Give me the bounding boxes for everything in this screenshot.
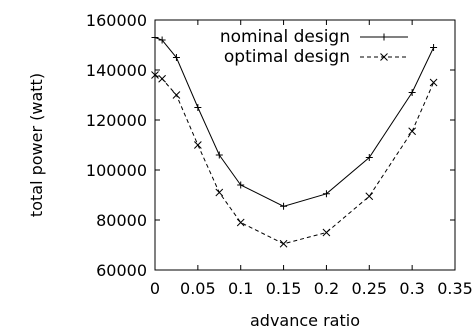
- data-point-marker-b: [279, 239, 288, 248]
- data-point-marker-b: [215, 188, 224, 197]
- x-axis-label: advance ratio: [250, 311, 360, 330]
- data-point-marker-b: [322, 228, 331, 237]
- x-tick-label: 0.25: [351, 279, 387, 298]
- y-tick-label: 100000: [86, 161, 147, 180]
- y-tick-label: 60000: [96, 261, 147, 280]
- data-point: [151, 71, 159, 79]
- data-point: [430, 44, 438, 51]
- data-point-marker-b: [236, 218, 245, 227]
- x-tick-label: 0.35: [437, 279, 473, 298]
- data-point-marker-b: [429, 78, 438, 87]
- data-point: [279, 239, 288, 248]
- legend-label-optimal-design: optimal design: [224, 47, 350, 67]
- data-point-marker-b: [172, 91, 181, 99]
- y-tick-label: 140000: [86, 61, 147, 80]
- data-point: [322, 190, 330, 198]
- series-points-nominal-design: [151, 34, 438, 210]
- legend-marker-optimal-design-b: [380, 53, 388, 61]
- data-point-marker-b: [194, 141, 202, 149]
- x-tick-label: 0.1: [228, 279, 253, 298]
- data-point: [215, 188, 224, 197]
- data-point: [408, 89, 416, 96]
- x-tick-label: 0: [150, 279, 160, 298]
- data-point: [215, 151, 223, 159]
- x-tick-label: 0.2: [314, 279, 339, 298]
- data-point: [280, 202, 288, 210]
- data-point: [194, 104, 202, 111]
- plot-frame: [154, 19, 456, 271]
- series-layer: [151, 34, 438, 248]
- data-point-marker-b: [151, 71, 159, 79]
- data-point: [365, 154, 373, 161]
- legend-samples: [360, 33, 408, 61]
- tick-labels: 0 0.05 0.1 0.15 0.2 0.25 0.3 0.35 60000 80000 1000…: [86, 11, 473, 298]
- y-tick-label: 160000: [86, 11, 147, 30]
- data-point: [237, 181, 245, 189]
- legend-label-nominal-design: nominal design: [220, 27, 350, 47]
- data-point: [158, 36, 166, 44]
- x-tick-label: 0.15: [266, 279, 302, 298]
- y-axis-label: total power (watt): [27, 73, 46, 217]
- data-point: [365, 192, 374, 201]
- data-point: [151, 34, 159, 41]
- data-point-marker-b: [158, 74, 166, 83]
- legend: nominal design optimal design: [220, 27, 408, 67]
- series-line-optimal-design: [154, 74, 435, 245]
- series-points-optimal-design: [151, 71, 438, 248]
- x-tick-label: 0.05: [180, 279, 216, 298]
- data-point: [429, 78, 438, 87]
- data-point-marker-b: [365, 192, 374, 201]
- data-point: [322, 228, 331, 237]
- x-tick-label: 0.3: [399, 279, 424, 298]
- data-point: [236, 218, 245, 227]
- data-point-marker-b: [408, 127, 416, 136]
- data-point: [194, 141, 202, 149]
- data-point: [172, 54, 180, 61]
- data-point: [408, 127, 416, 136]
- axis-ticks: [154, 19, 456, 271]
- data-point: [158, 74, 166, 83]
- data-point: [172, 91, 181, 99]
- y-tick-label: 120000: [86, 111, 147, 130]
- y-tick-label: 80000: [96, 211, 147, 230]
